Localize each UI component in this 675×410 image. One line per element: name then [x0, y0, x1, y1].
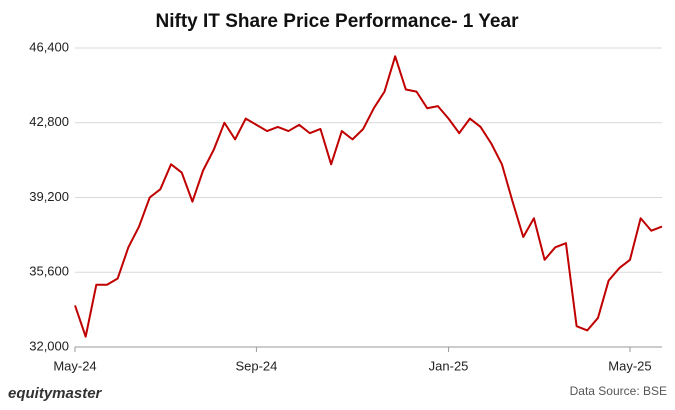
- source-note: Data Source: BSE: [570, 384, 667, 398]
- y-tick-label: 39,200: [29, 189, 69, 204]
- y-tick-label: 42,800: [29, 114, 69, 129]
- x-tick-label: May-25: [608, 358, 651, 373]
- price-line: [74, 55, 663, 338]
- x-tick-label: Jan-25: [429, 358, 469, 373]
- x-tick-label: Sep-24: [235, 358, 277, 373]
- brand: equitymaster: [8, 385, 103, 402]
- y-tick-label: 46,400: [29, 39, 69, 54]
- x-tick-label: May-24: [53, 358, 96, 373]
- y-tick-label: 35,600: [29, 264, 69, 279]
- y-tick-label: 32,000: [29, 338, 69, 353]
- chart-title: Nifty IT Share Price Performance- 1 Year: [156, 11, 520, 32]
